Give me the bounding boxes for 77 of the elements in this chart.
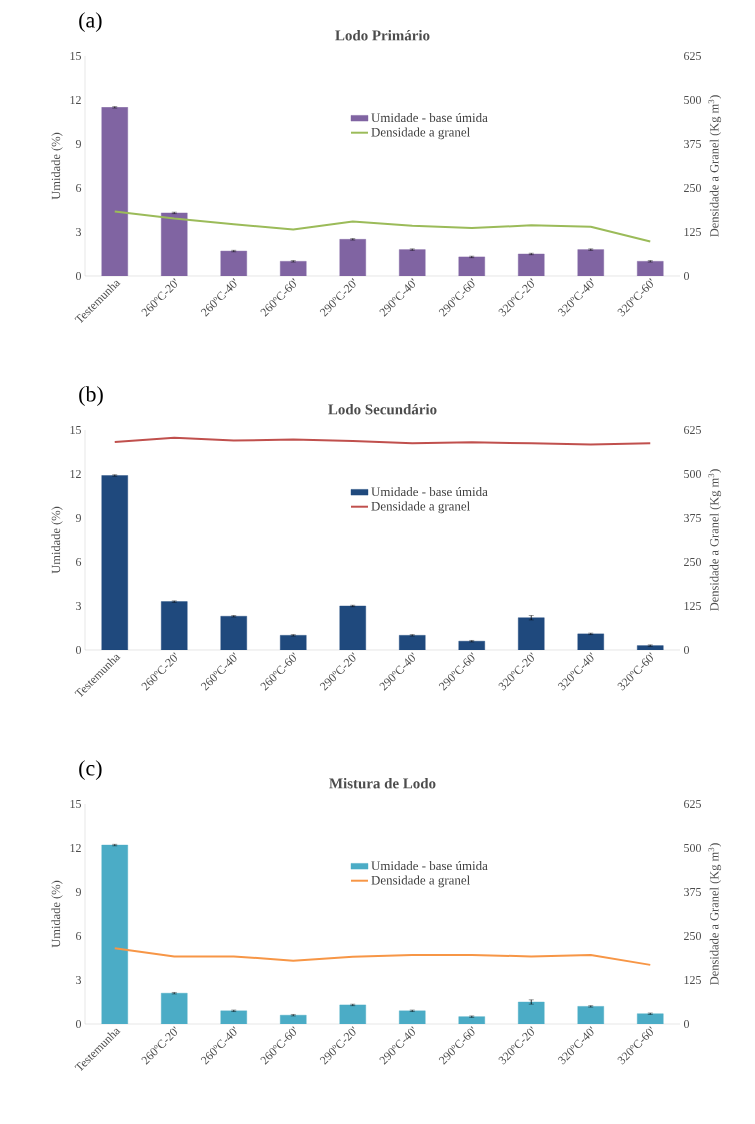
- y-tick-label: 6: [76, 183, 82, 192]
- bar: [220, 616, 247, 650]
- y-tick-label: 9: [75, 139, 81, 148]
- y-axis-title: Umidade (%): [51, 132, 63, 200]
- y2-tick-label: 0: [683, 271, 690, 281]
- bar: [458, 256, 485, 276]
- y-tick-label: 0: [75, 271, 82, 281]
- y-tick-label: 15: [70, 425, 82, 434]
- y-axis-title: Umidade (%): [51, 880, 63, 948]
- text: (c): [79, 760, 102, 781]
- y-tick-label: 6: [76, 931, 82, 941]
- y-tick-label: 3: [76, 227, 82, 236]
- bar: [339, 605, 366, 650]
- legend-label: Densidade a granel: [371, 875, 470, 888]
- y-tick-label: 0: [75, 1019, 82, 1029]
- bar: [339, 239, 366, 276]
- y-tick-label: 12: [70, 844, 81, 852]
- y2-tick-label: 125: [684, 227, 701, 236]
- y-tick-label: 9: [75, 513, 81, 522]
- y-tick-label: 12: [70, 470, 81, 478]
- y-tick-label: 3: [76, 601, 82, 610]
- y2-tick-label: 0: [683, 645, 690, 655]
- bar: [637, 645, 664, 650]
- y2-tick-label: 250: [684, 931, 701, 941]
- y-tick-label: 12: [70, 96, 81, 104]
- bar: [518, 253, 545, 276]
- y2-tick-label: 375: [684, 887, 701, 896]
- bar: [458, 641, 485, 650]
- bar: [399, 635, 426, 650]
- bar: [101, 475, 128, 650]
- line-series: [113, 947, 652, 966]
- bar: [637, 261, 664, 276]
- y-tick-label: 0: [75, 645, 82, 655]
- line-series: [113, 210, 652, 243]
- chart-title: Lodo Secundário: [328, 403, 437, 415]
- y2-tick-label: 500: [684, 95, 701, 105]
- bar: [518, 617, 545, 650]
- y2-tick-label: 625: [684, 425, 701, 434]
- legend-label: Densidade a granel: [371, 127, 470, 140]
- bar: [577, 633, 604, 650]
- legend-label: Umidade - base úmida: [371, 112, 488, 123]
- legend-label: Densidade a granel: [371, 501, 470, 514]
- chart-title: Mistura de Lodo: [329, 777, 436, 789]
- bar: [220, 250, 247, 276]
- y2-tick-label: 125: [684, 601, 701, 610]
- y2-tick-label: 500: [684, 469, 701, 479]
- bar: [161, 212, 188, 276]
- y-tick-label: 15: [70, 51, 82, 60]
- y2-axis-title: Densidade a Granel (Kg m$^{3}$): [708, 469, 722, 611]
- y-tick-label: 3: [76, 975, 82, 985]
- bar: [577, 249, 604, 276]
- bar: [161, 601, 188, 650]
- bar: [280, 635, 307, 650]
- chart-title: Lodo Primário: [335, 29, 430, 41]
- y-axis-title: Umidade (%): [51, 506, 63, 574]
- y2-tick-label: 625: [684, 799, 701, 808]
- bar: [399, 249, 426, 276]
- y2-tick-label: 0: [683, 1019, 690, 1029]
- bar: [280, 261, 307, 276]
- text: (a): [79, 12, 102, 33]
- y-tick-label: 15: [70, 800, 82, 808]
- bar: [101, 107, 128, 276]
- y2-axis-title: Densidade a Granel (Kg m$^{3}$): [708, 843, 722, 985]
- legend-label: Umidade - base úmida: [371, 860, 488, 871]
- y2-tick-label: 500: [684, 843, 701, 853]
- y2-tick-label: 250: [684, 183, 701, 193]
- y-tick-label: 9: [75, 887, 81, 897]
- y2-tick-label: 375: [684, 513, 701, 522]
- y-tick-label: 6: [76, 557, 82, 566]
- y2-axis-title: Densidade a Granel (Kg m$^{3}$): [708, 95, 722, 237]
- y2-tick-label: 375: [684, 139, 701, 148]
- text: (b): [79, 386, 103, 407]
- legend-label: Umidade - base úmida: [371, 486, 488, 497]
- y2-tick-label: 125: [684, 975, 701, 985]
- y2-tick-label: 625: [684, 51, 701, 60]
- line-series: [113, 436, 652, 446]
- y2-tick-label: 250: [684, 557, 701, 567]
